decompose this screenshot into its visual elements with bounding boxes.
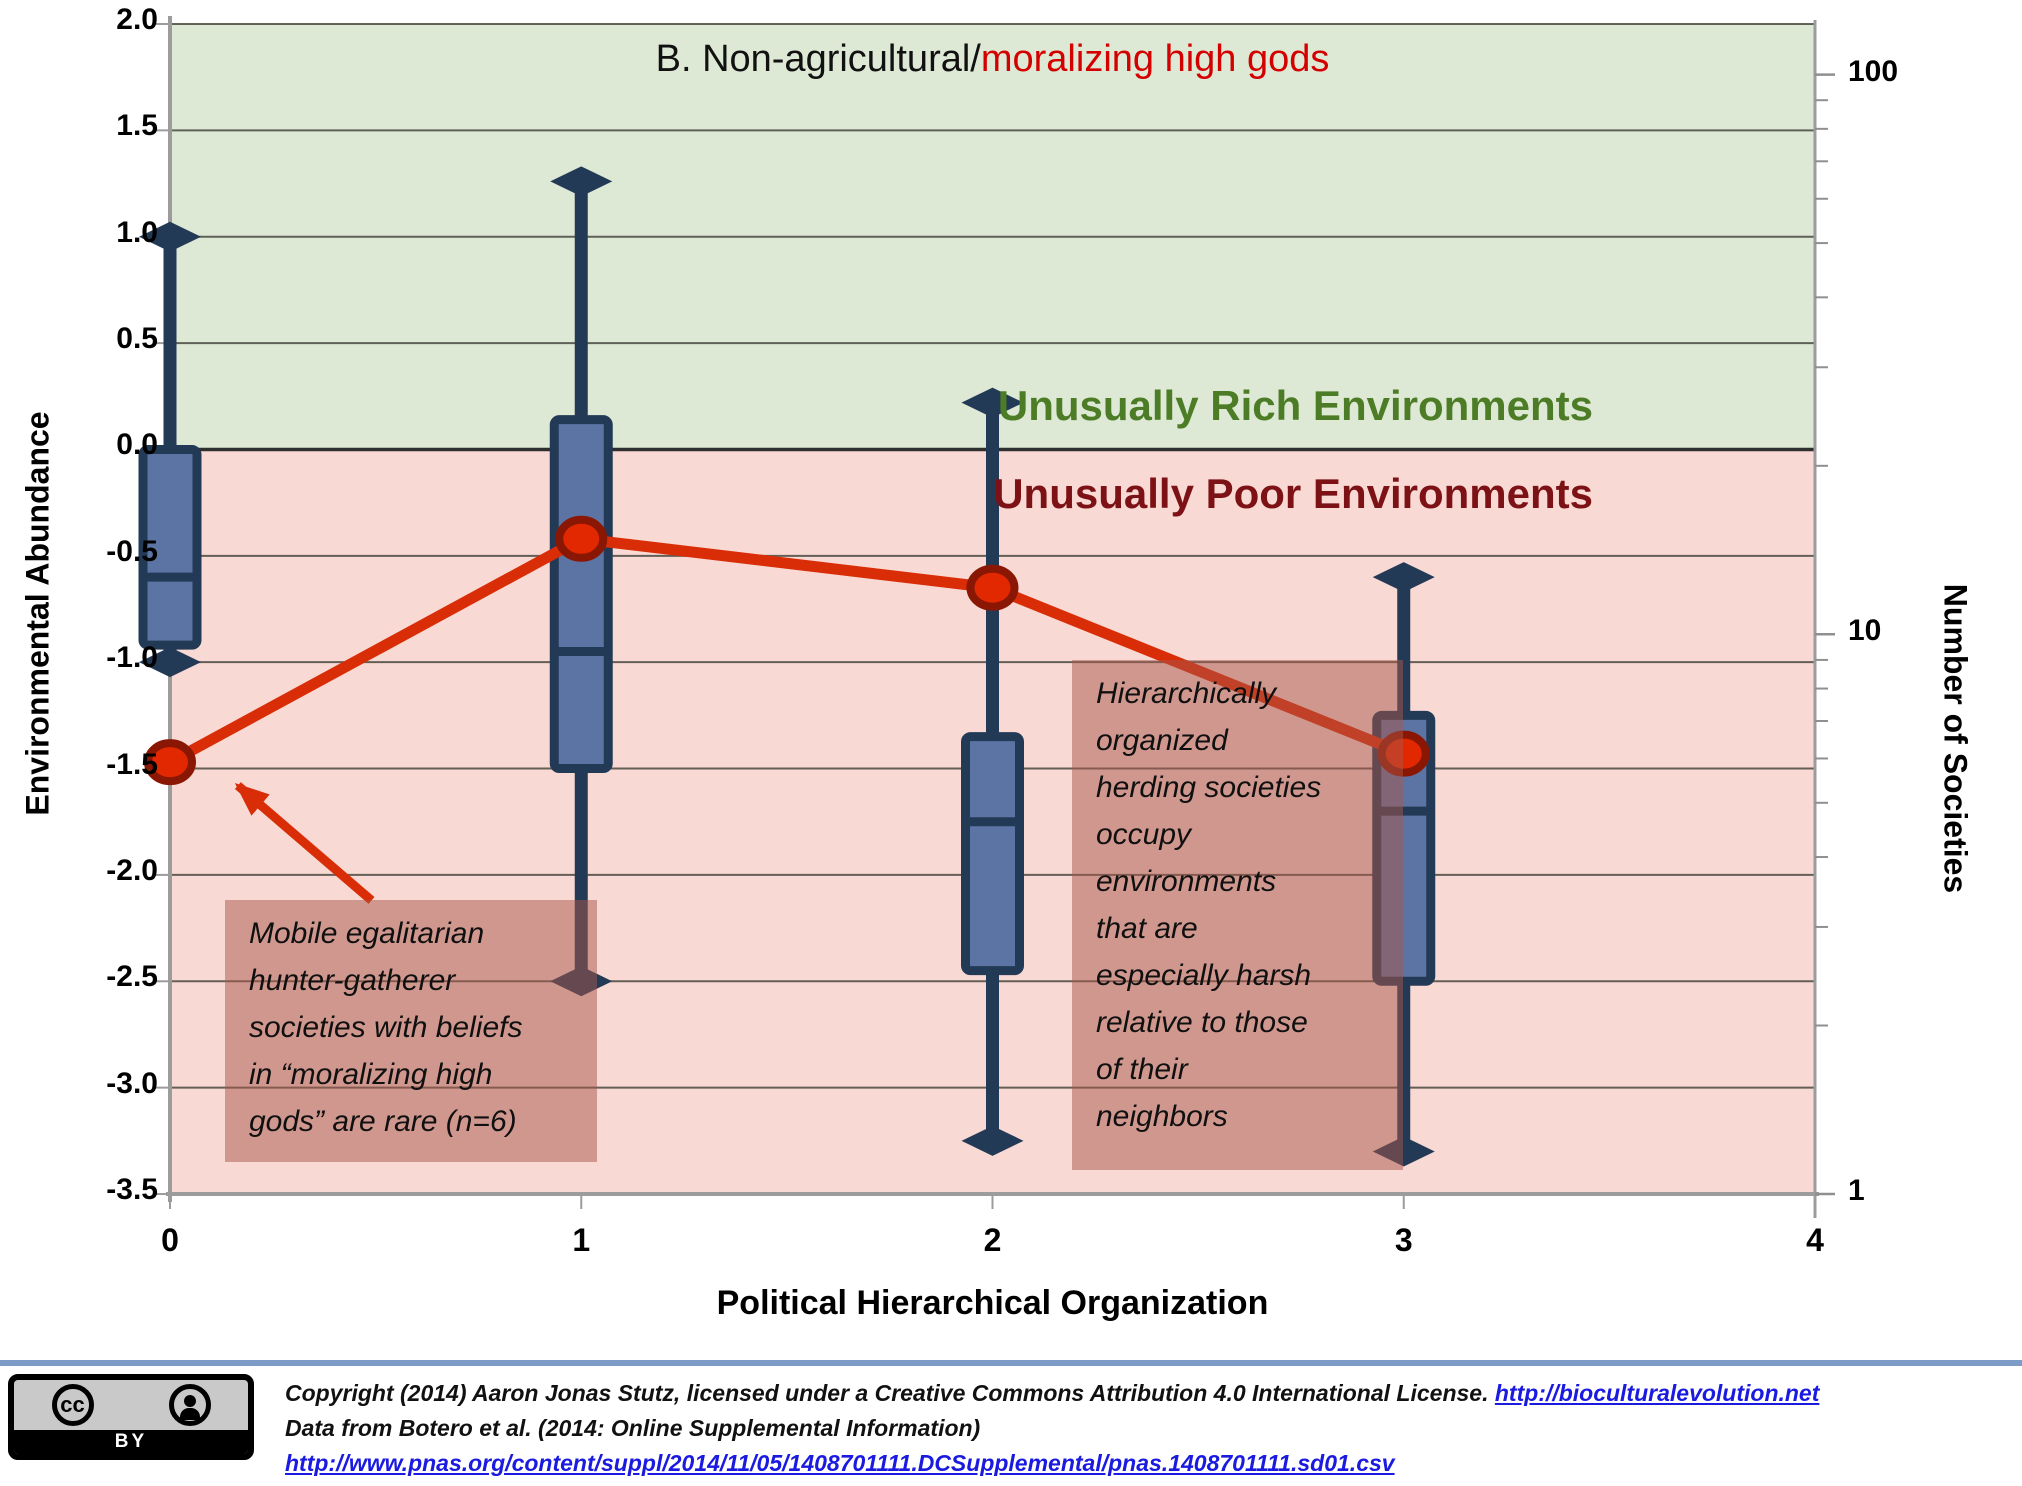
annotation-line: especially harsh (1096, 959, 1312, 992)
y-tick-label: -3.5 (106, 1173, 158, 1206)
chart-title-red: moralizing high gods (980, 38, 1330, 80)
annotation-arrow (234, 782, 375, 904)
whisker-cap-diamond (1372, 562, 1435, 593)
cc-icon-label: cc (60, 1392, 85, 1417)
copyright-statement: Copyright (2014) Aaron Jonas Stutz, lice… (285, 1380, 1495, 1406)
box (961, 732, 1024, 976)
annotation-herding-societies: Hierarchically organized herding societies… (1072, 660, 1403, 1170)
annotation-line: herding societies (1096, 771, 1322, 804)
x-tick-label: 4 (1806, 1222, 1824, 1258)
attribution-person-icon (168, 1384, 211, 1426)
right-tick-label: 10 (1848, 614, 1882, 648)
cc-icon: cc (51, 1384, 94, 1426)
footer-divider (0, 1360, 2022, 1366)
copyright-line-1: Copyright (2014) Aaron Jonas Stutz, lice… (285, 1376, 2015, 1411)
annotation-line: that are (1096, 912, 1198, 945)
cc-by-license-badge: cc BY (8, 1374, 254, 1460)
annotation-line: of their (1096, 1053, 1188, 1086)
plot-area: B. Non-agricultural/moralizing high gods… (138, 16, 1835, 1218)
right-tick-label: 1 (1848, 1174, 1865, 1207)
x-tick-label: 3 (1394, 1222, 1413, 1258)
chart-canvas (138, 16, 1835, 1218)
y-tick-label: -3.0 (106, 1066, 158, 1100)
y-tick-label: -2.0 (106, 853, 158, 887)
whisker-cap-diamond (961, 1125, 1024, 1156)
data-point-marker (144, 739, 196, 786)
y-axis-title: Environmental Abundance (19, 411, 56, 816)
y-tick-label: 2.0 (116, 3, 158, 36)
copyright-line-2: Data from Botero et al. (2014: Online Su… (285, 1415, 981, 1441)
whisker-cap-diamond (961, 387, 1024, 418)
cc-badge-top: cc (14, 1380, 248, 1430)
person-glyph (179, 1391, 200, 1420)
right-axis-title: Number of Societies (1937, 583, 1974, 894)
right-tick-label: 100 (1848, 54, 1899, 88)
whisker-cap-diamond (139, 221, 201, 252)
y-tick-label: -0.5 (106, 534, 158, 568)
annotation-hunter-gatherer: Mobile egalitarian hunter-gatherer societi… (225, 900, 597, 1162)
annotation-line: Mobile egalitarian (249, 917, 485, 950)
chart-title-black: B. Non-agricultural/ (655, 38, 981, 80)
whisker-cap-diamond (139, 647, 201, 678)
data-point-marker (966, 564, 1019, 611)
x-tick-label: 0 (161, 1222, 179, 1258)
annotation-line: societies with beliefs (249, 1011, 523, 1044)
poor-environments-label: Unusually Poor Environments (993, 470, 1593, 517)
annotation-line: organized (1096, 724, 1228, 757)
rich-environments-label: Unusually Rich Environments (997, 382, 1593, 429)
x-axis-title: Political Hierarchical Organization (716, 1284, 1269, 1322)
data-point-marker (555, 515, 608, 562)
cc-by-label: BY (14, 1430, 248, 1454)
x-tick-label: 2 (983, 1222, 1002, 1258)
annotation-line: Hierarchically (1096, 677, 1277, 710)
box (549, 415, 613, 774)
annotation-line: hunter-gatherer (249, 964, 456, 997)
pnas-data-link[interactable]: http://www.pnas.org/content/suppl/2014/1… (285, 1450, 1395, 1476)
box (138, 444, 202, 650)
chart-title: B. Non-agricultural/moralizing high gods (170, 38, 1815, 81)
y-tick-label: -1.5 (106, 747, 158, 781)
annotation-line: gods” are rare (n=6) (249, 1105, 517, 1138)
y-tick-label: -1.0 (106, 641, 158, 675)
whisker-cap-diamond (550, 166, 613, 197)
annotation-line: environments (1096, 865, 1277, 898)
annotation-line: relative to those (1096, 1006, 1308, 1039)
y-tick-label: 1.5 (116, 109, 158, 143)
annotation-line: neighbors (1096, 1100, 1228, 1133)
x-tick-label: 1 (572, 1222, 591, 1258)
bioculturalevolution-link[interactable]: http://bioculturalevolution.net (1494, 1380, 1820, 1406)
copyright-text: Copyright (2014) Aaron Jonas Stutz, lice… (285, 1376, 2015, 1481)
annotation-line: in “moralizing high (249, 1058, 493, 1091)
y-tick-label: -2.5 (106, 960, 158, 994)
annotation-line: occupy (1096, 818, 1192, 851)
y-tick-label: 0.0 (116, 428, 158, 462)
y-tick-label: 0.5 (116, 322, 158, 356)
y-tick-label: 1.0 (116, 215, 158, 249)
copyright-line-3: http://www.pnas.org/content/suppl/2014/1… (285, 1446, 2015, 1481)
